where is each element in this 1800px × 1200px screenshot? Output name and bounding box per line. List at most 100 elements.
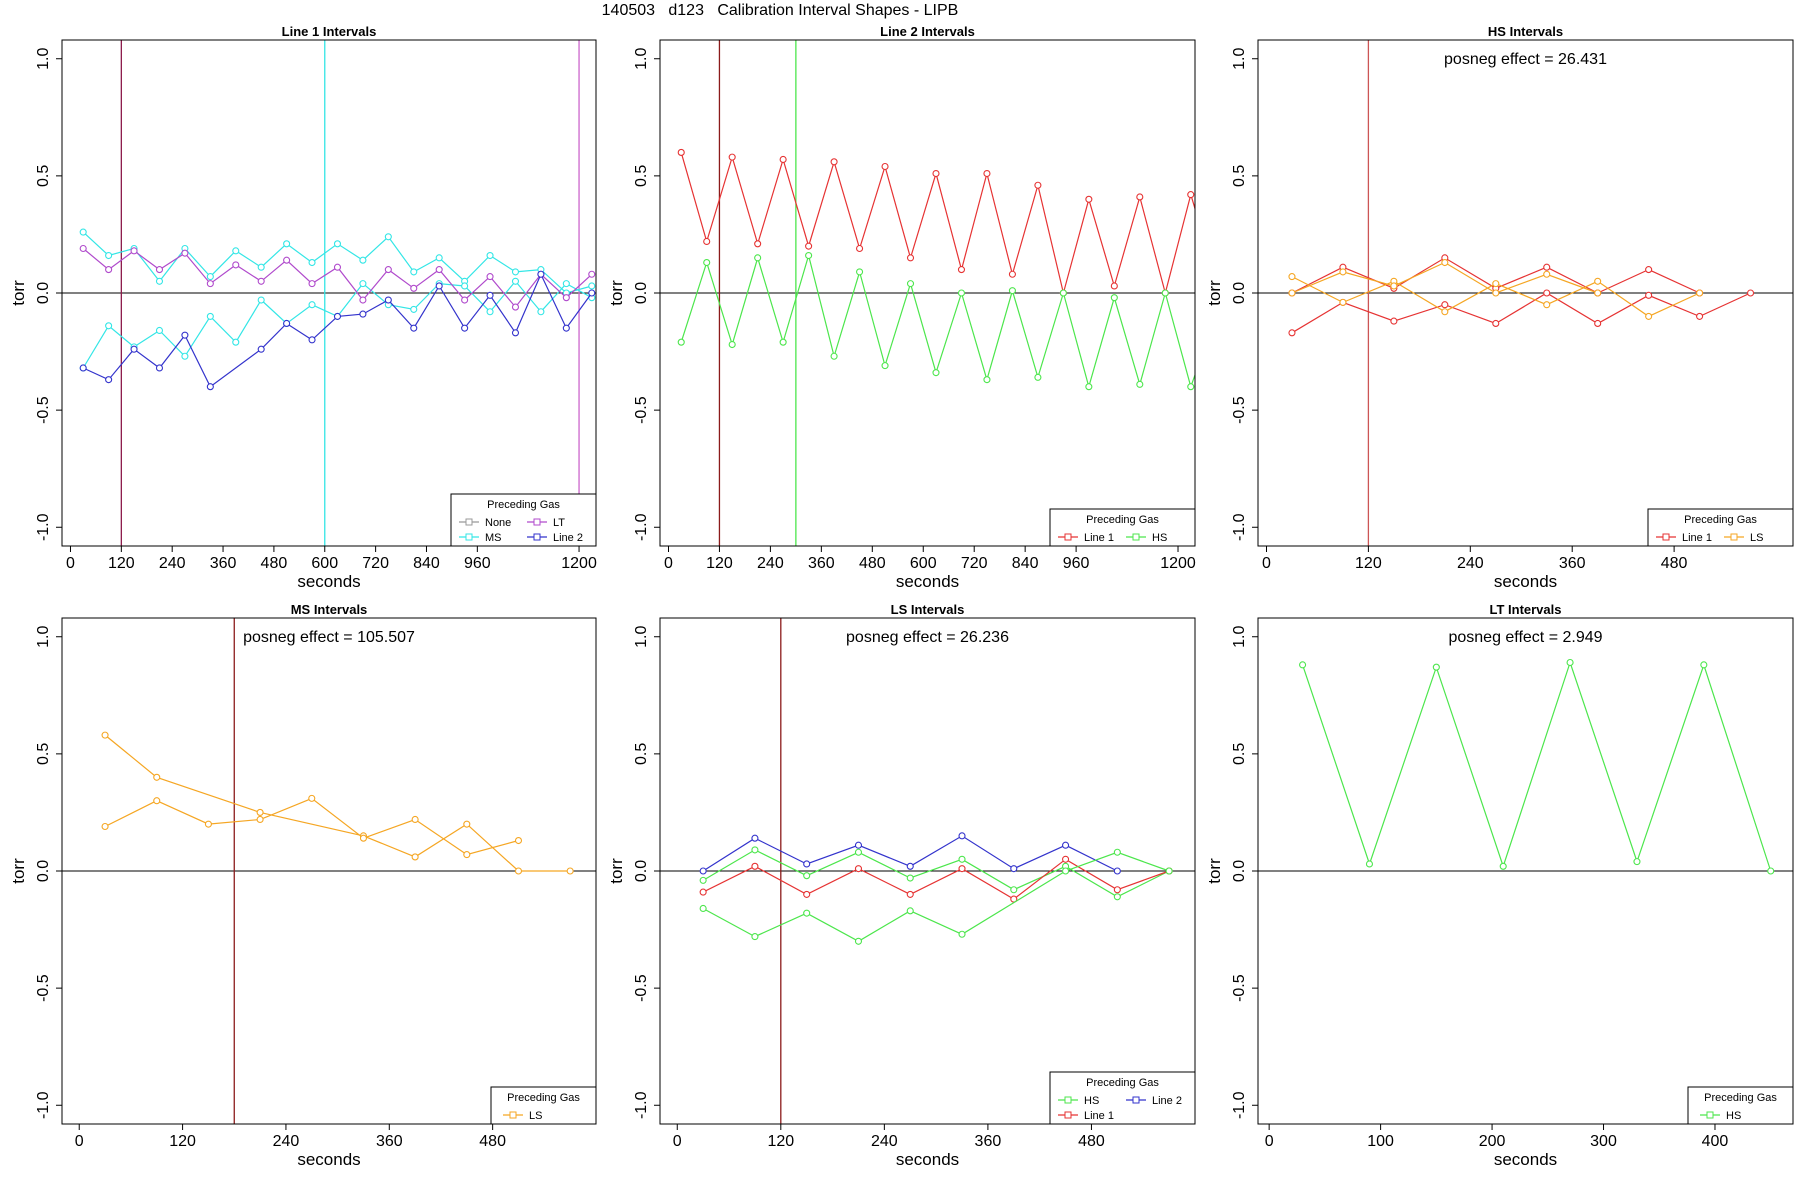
y-tick-label: 1.0 <box>1231 626 1248 648</box>
data-point <box>1441 308 1449 316</box>
data-point <box>562 324 570 332</box>
data-point <box>257 263 265 271</box>
legend-entry-label: LS <box>529 1110 542 1122</box>
legend-title: Preceding Gas <box>1704 1092 1777 1104</box>
data-point <box>906 890 914 898</box>
x-tick-label: 360 <box>975 1133 1002 1150</box>
legend-box <box>1049 508 1196 547</box>
plot-area <box>101 731 574 875</box>
x-tick-label: 120 <box>108 555 135 572</box>
panel-3: HS Intervals 0 120 240 360 480 seconds -1.0 -0.5… <box>1205 24 1794 591</box>
data-point <box>703 237 711 246</box>
x-tick-label: 360 <box>210 555 237 572</box>
legend-swatch-marker <box>1064 1096 1072 1104</box>
data-point <box>1187 191 1195 199</box>
data-point <box>751 846 759 854</box>
y-tick-label: 0.0 <box>1231 282 1248 304</box>
data-point <box>751 862 759 870</box>
data-point <box>1594 289 1602 297</box>
legend: Preceding Gas HS Line 2 Line 1 <box>1049 1071 1196 1125</box>
data-point <box>333 263 342 271</box>
data-point <box>699 904 707 913</box>
y-axis-label: torr <box>1205 858 1224 884</box>
x-tick-label: 240 <box>1457 555 1484 572</box>
data-point <box>751 834 759 842</box>
y-tick-label: 1.0 <box>1231 48 1248 70</box>
data-point <box>257 296 265 304</box>
data-point <box>1110 282 1118 290</box>
legend-swatch-marker <box>1662 533 1670 541</box>
x-tick-label: 360 <box>1559 555 1586 572</box>
data-point <box>803 872 811 880</box>
legend-entry-label: Line 1 <box>1084 1110 1114 1122</box>
x-tick-label: 120 <box>1355 555 1382 572</box>
series-line <box>680 253 1195 389</box>
x-tick-label: 120 <box>706 555 733 572</box>
legend-entry-label: Line 1 <box>1084 532 1114 544</box>
data-point <box>384 266 392 274</box>
y-axis-label: torr <box>1205 280 1224 306</box>
data-point <box>463 851 471 859</box>
data-point <box>333 312 342 320</box>
data-point <box>803 890 811 898</box>
series-line <box>1291 261 1598 294</box>
data-point <box>854 865 863 873</box>
y-tick-label: 0.0 <box>1231 860 1248 882</box>
panel-title: LT Intervals <box>1489 602 1561 617</box>
data-point <box>232 247 240 255</box>
x-axis-label: seconds <box>297 1150 360 1169</box>
legend-entry-label: HS <box>1152 532 1167 544</box>
legend-swatch-marker <box>1730 533 1738 541</box>
data-point <box>588 282 596 290</box>
data-point <box>155 364 164 372</box>
data-point <box>410 284 418 292</box>
data-point <box>359 280 367 288</box>
data-point <box>461 296 469 304</box>
data-point <box>906 280 915 288</box>
y-tick-label: -0.5 <box>35 396 52 424</box>
legend-box <box>1647 508 1794 547</box>
data-point <box>1645 266 1653 274</box>
data-point <box>1633 858 1641 866</box>
x-tick-label: 0 <box>1265 1133 1274 1150</box>
data-point <box>1696 289 1704 297</box>
data-point <box>1113 848 1121 856</box>
legend-entry-label: MS <box>485 532 502 544</box>
data-point <box>1746 289 1755 297</box>
y-tick-label: -1.0 <box>1231 1091 1248 1119</box>
legend-title: Preceding Gas <box>1086 1077 1159 1089</box>
data-point <box>206 280 214 288</box>
legend: Preceding Gas Line 1 HS <box>1049 508 1196 547</box>
data-point <box>1008 287 1016 295</box>
data-point <box>805 242 813 250</box>
data-point <box>232 338 240 346</box>
data-point <box>1196 360 1202 366</box>
data-point <box>537 270 545 278</box>
x-tick-label: 100 <box>1367 1133 1394 1150</box>
data-point <box>384 296 392 304</box>
legend-swatch-marker <box>465 533 473 541</box>
data-point <box>411 853 419 861</box>
data-point <box>562 280 570 288</box>
legend-box <box>490 1086 597 1125</box>
data-point <box>1059 289 1067 297</box>
series-line <box>702 851 1170 942</box>
x-tick-label: 720 <box>961 555 988 572</box>
legend-swatch-marker <box>533 518 541 526</box>
data-point <box>1113 886 1121 894</box>
legend-swatch-marker <box>1132 1096 1140 1104</box>
plot-area <box>699 832 1173 945</box>
data-point <box>856 268 864 276</box>
data-point <box>206 273 214 281</box>
data-point <box>1543 301 1551 309</box>
y-tick-label: -0.5 <box>1231 396 1248 424</box>
data-point <box>155 326 164 335</box>
data-point <box>204 820 212 828</box>
data-point <box>206 383 214 391</box>
data-point <box>1110 294 1118 302</box>
data-point <box>308 794 316 802</box>
legend-swatch-marker <box>1706 1111 1714 1119</box>
x-tick-label: 960 <box>464 555 491 572</box>
legend-entry-label: Line 2 <box>553 532 583 544</box>
